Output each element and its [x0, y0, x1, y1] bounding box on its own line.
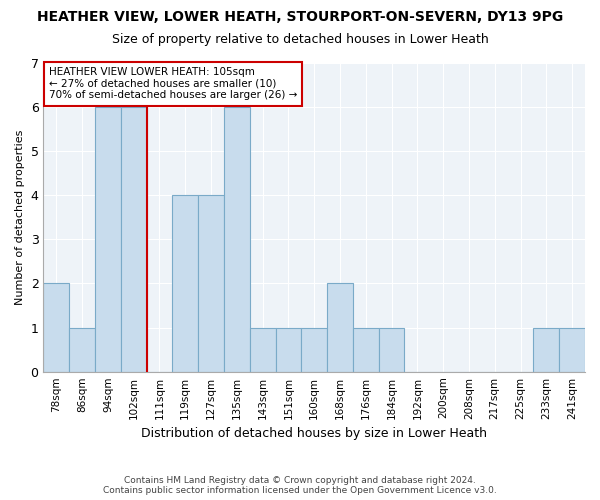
Bar — [224, 106, 250, 372]
Bar — [353, 328, 379, 372]
Bar — [121, 106, 146, 372]
Bar — [275, 328, 301, 372]
Bar — [327, 284, 353, 372]
Text: HEATHER VIEW, LOWER HEATH, STOURPORT-ON-SEVERN, DY13 9PG: HEATHER VIEW, LOWER HEATH, STOURPORT-ON-… — [37, 10, 563, 24]
Bar — [250, 328, 275, 372]
Text: Contains HM Land Registry data © Crown copyright and database right 2024.
Contai: Contains HM Land Registry data © Crown c… — [103, 476, 497, 495]
Bar — [43, 284, 69, 372]
Text: HEATHER VIEW LOWER HEATH: 105sqm
← 27% of detached houses are smaller (10)
70% o: HEATHER VIEW LOWER HEATH: 105sqm ← 27% o… — [49, 67, 297, 100]
Bar — [559, 328, 585, 372]
Bar — [301, 328, 327, 372]
Bar — [533, 328, 559, 372]
Y-axis label: Number of detached properties: Number of detached properties — [15, 130, 25, 305]
Text: Size of property relative to detached houses in Lower Heath: Size of property relative to detached ho… — [112, 32, 488, 46]
Bar — [172, 195, 198, 372]
Bar — [379, 328, 404, 372]
Bar — [198, 195, 224, 372]
Bar — [69, 328, 95, 372]
Bar — [95, 106, 121, 372]
X-axis label: Distribution of detached houses by size in Lower Heath: Distribution of detached houses by size … — [141, 427, 487, 440]
